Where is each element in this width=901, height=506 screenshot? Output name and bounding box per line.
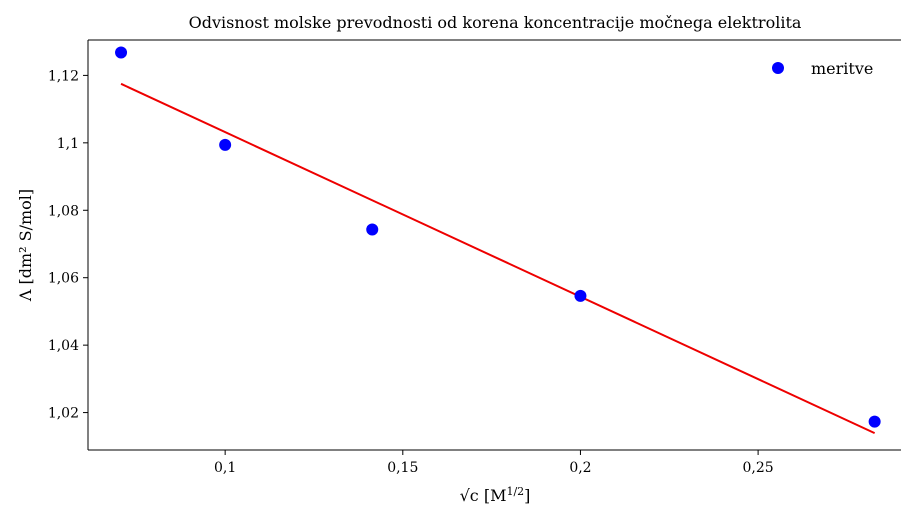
y-tick-label: 1,06	[48, 271, 79, 287]
data-point	[868, 415, 881, 428]
data-point	[574, 289, 587, 302]
data-point	[219, 138, 232, 151]
y-tick-label: 1,08	[48, 203, 79, 219]
legend-label: meritve	[811, 59, 873, 78]
x-axis-label-main: √c [M	[460, 486, 507, 505]
legend-marker	[772, 62, 784, 74]
x-tick-label: 0,1	[214, 460, 236, 476]
x-tick-label: 0,15	[387, 460, 418, 476]
legend: meritve	[772, 59, 873, 78]
fit-line	[120, 82, 876, 435]
y-tick-label: 1,12	[48, 68, 79, 84]
y-tick-label: 1,02	[48, 406, 79, 422]
data-point	[366, 223, 379, 236]
x-axis-label: √c [M1/2]	[460, 485, 531, 505]
axis-ticks: 0,1 0,15 0,2 0,25 1,02 1,04 1,06 1,08 1,1 1,12	[48, 68, 774, 476]
x-axis-label-exponent: 1/2	[506, 485, 524, 498]
chart-title: Odvisnost molske prevodnosti od korena k…	[189, 13, 802, 32]
data-point	[115, 46, 128, 59]
x-tick-label: 0,25	[743, 460, 774, 476]
y-tick-label: 1,1	[57, 136, 79, 152]
plot-area	[87, 39, 901, 451]
y-tick-label: 1,04	[48, 338, 79, 354]
x-axis-label-end: ]	[524, 486, 530, 505]
x-tick-label: 0,2	[569, 460, 591, 476]
y-axis-label: Λ [dm² S/mol]	[16, 189, 35, 302]
